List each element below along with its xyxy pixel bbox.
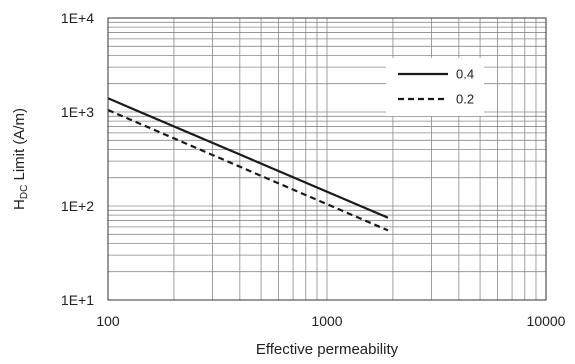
y-tick-label: 1E+1 [61,292,94,308]
x-tick-label: 1000 [311,313,342,329]
y-axis-label-main: H [11,199,28,210]
legend: 0.4 0.2 [386,58,484,116]
y-axis-label-rest: Limit (A/m) [11,108,28,185]
y-axis-label: HDC Limit (A/m) [11,108,30,210]
x-tick-label: 10000 [527,313,566,329]
y-tick-label: 1E+2 [61,198,94,214]
x-tick-label: 100 [96,313,120,329]
series-line-0-2 [107,108,389,232]
legend-box [386,58,484,116]
plot-frame [107,17,547,301]
series-lines [107,97,389,232]
y-axis-label-subscript: DC [19,185,30,199]
series-line-0-4 [107,97,389,219]
x-tick-labels: 100 1000 10000 [96,313,565,329]
legend-label-0-2: 0.2 [456,92,474,107]
x-axis-label: Effective permeability [256,341,399,358]
y-tick-labels: 1E+1 1E+2 1E+3 1E+4 [61,10,94,308]
legend-label-0-4: 0.4 [456,67,474,82]
y-tick-label: 1E+3 [61,104,94,120]
y-tick-label: 1E+4 [61,10,94,26]
